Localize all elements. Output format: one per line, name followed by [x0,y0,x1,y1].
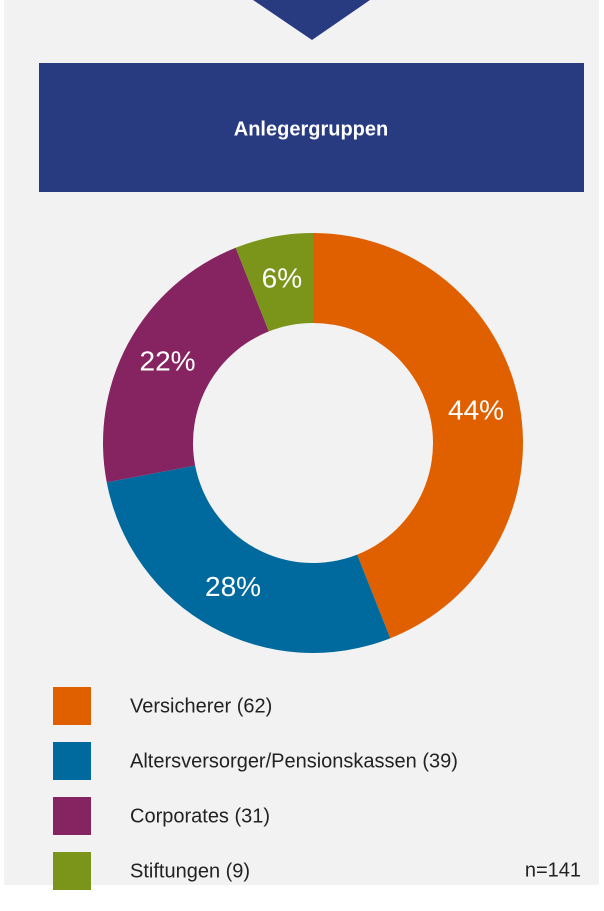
legend-label: Versicherer (62) [130,695,272,717]
legend-swatch [53,687,91,725]
slice [102,247,269,483]
slice-label: 44% [448,394,504,425]
slice-label: 6% [262,262,302,293]
header-bar [39,63,584,192]
arrow [253,0,370,40]
slice [235,233,313,332]
chart-title: Anlegergruppen [234,118,388,140]
legend-label: Altersversorger/Pensionskassen (39) [130,750,458,772]
legend-swatch [53,852,91,890]
legend-swatch [53,797,91,835]
legend-label: Corporates (31) [130,805,270,827]
slice [313,233,524,639]
slice-label: 22% [140,345,196,376]
slice-label: 28% [205,571,261,602]
legend-label: Stiftungen (9) [130,860,250,882]
note: n=141 [525,859,581,881]
slice [106,465,391,653]
legend-swatch [53,742,91,780]
